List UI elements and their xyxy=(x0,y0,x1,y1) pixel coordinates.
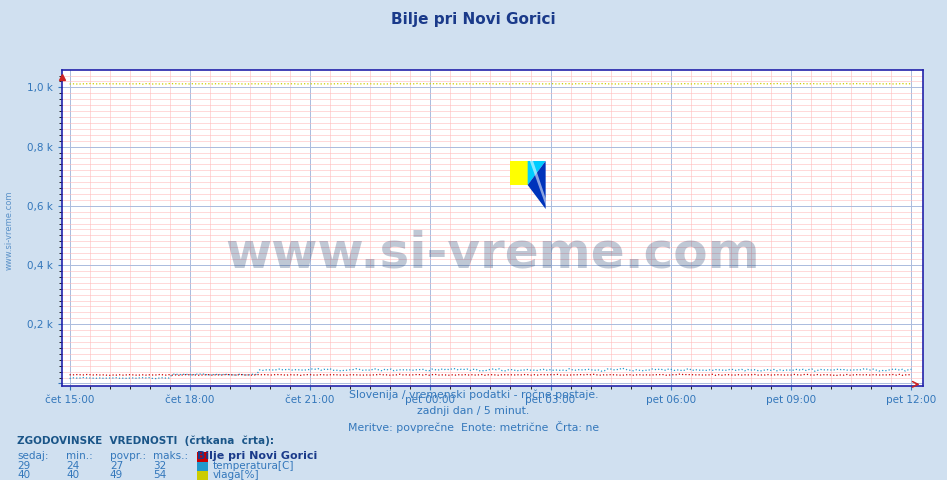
Polygon shape xyxy=(527,161,545,185)
Text: www.si-vreme.com: www.si-vreme.com xyxy=(5,191,14,270)
Text: zadnji dan / 5 minut.: zadnji dan / 5 minut. xyxy=(418,406,529,416)
Polygon shape xyxy=(529,161,545,205)
Text: temperatura[C]: temperatura[C] xyxy=(213,461,295,471)
Text: povpr.:: povpr.: xyxy=(110,451,146,461)
Text: 27: 27 xyxy=(110,461,123,471)
Text: Bilje pri Novi Gorici: Bilje pri Novi Gorici xyxy=(197,451,317,461)
Text: Meritve: povprečne  Enote: metrične  Črta: ne: Meritve: povprečne Enote: metrične Črta:… xyxy=(348,421,599,433)
Polygon shape xyxy=(527,161,545,209)
Text: 40: 40 xyxy=(66,470,80,480)
Text: 32: 32 xyxy=(153,461,167,471)
Text: maks.:: maks.: xyxy=(153,451,188,461)
Text: www.si-vreme.com: www.si-vreme.com xyxy=(225,229,759,277)
Text: 54: 54 xyxy=(153,470,167,480)
Text: 40: 40 xyxy=(17,470,30,480)
Text: min.:: min.: xyxy=(66,451,93,461)
Text: 29: 29 xyxy=(17,461,30,471)
Text: Bilje pri Novi Gorici: Bilje pri Novi Gorici xyxy=(391,12,556,27)
Text: ZGODOVINSKE  VREDNOSTI  (črtkana  črta):: ZGODOVINSKE VREDNOSTI (črtkana črta): xyxy=(17,436,274,446)
Bar xyxy=(509,161,527,185)
Text: Slovenija / vremenski podatki - ročne postaje.: Slovenija / vremenski podatki - ročne po… xyxy=(348,390,599,400)
Text: 24: 24 xyxy=(66,461,80,471)
Text: sedaj:: sedaj: xyxy=(17,451,48,461)
Text: 49: 49 xyxy=(110,470,123,480)
Text: vlaga[%]: vlaga[%] xyxy=(213,470,259,480)
